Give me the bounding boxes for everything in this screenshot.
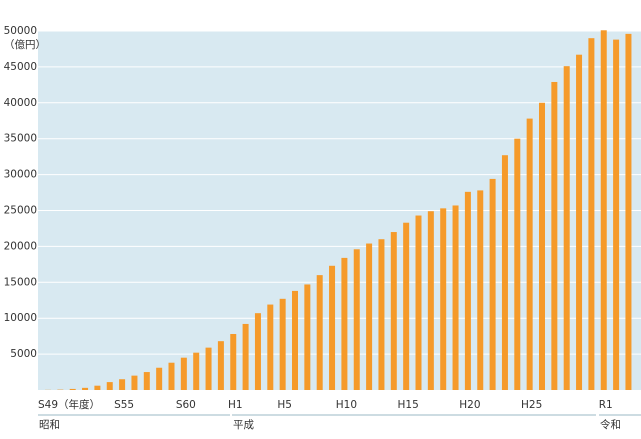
y-tick-label: 30000 — [4, 169, 37, 181]
y-tick-label: 10000 — [4, 312, 37, 324]
x-tick-label: H10 — [336, 399, 357, 411]
bar — [193, 353, 199, 390]
x-tick-label: H15 — [398, 399, 419, 411]
bar — [292, 291, 298, 390]
y-tick-label: 20000 — [4, 240, 37, 252]
bar — [514, 139, 520, 390]
bar — [354, 249, 360, 390]
bar — [181, 358, 187, 390]
bar — [576, 55, 582, 390]
bar — [527, 119, 533, 390]
x-tick-label: S60 — [176, 399, 196, 411]
bar — [131, 376, 137, 390]
bar — [539, 103, 545, 390]
x-tick-label: S55 — [114, 399, 134, 411]
bar — [378, 239, 384, 390]
y-tick-label: 15000 — [4, 276, 37, 288]
bar — [206, 348, 212, 390]
bar — [416, 216, 422, 390]
bar — [477, 190, 483, 390]
bar — [564, 66, 570, 390]
unit-label: （億円） — [4, 38, 46, 51]
bar — [218, 341, 224, 390]
bar — [156, 368, 162, 390]
bar — [267, 305, 273, 390]
bar — [465, 192, 471, 390]
y-tick-label: 5000 — [10, 348, 37, 360]
bar — [453, 205, 459, 390]
bar — [502, 155, 508, 390]
bar — [551, 82, 557, 390]
era-label: 昭和 — [39, 419, 60, 431]
bar — [317, 275, 323, 390]
bar — [304, 284, 310, 390]
y-tick-label: 25000 — [4, 205, 37, 217]
bar — [94, 386, 100, 390]
x-tick-label: H5 — [277, 399, 292, 411]
y-tick-label: 40000 — [4, 97, 37, 109]
bar — [428, 211, 434, 390]
bar — [391, 232, 397, 390]
bar — [82, 388, 88, 390]
bar — [144, 372, 150, 390]
bar — [255, 313, 261, 390]
bar — [230, 334, 236, 390]
y-tick-label: 50000 — [4, 25, 37, 37]
bar — [169, 363, 175, 390]
x-tick-label: R1 — [599, 399, 613, 411]
bar — [280, 299, 286, 390]
bar — [440, 208, 446, 390]
bar — [107, 382, 113, 390]
bar — [243, 324, 249, 390]
era-label: 平成 — [233, 419, 254, 431]
y-tick-label: 35000 — [4, 133, 37, 145]
bar — [601, 30, 607, 390]
x-tick-label: H1 — [228, 399, 243, 411]
bar — [490, 179, 496, 390]
bar — [613, 40, 619, 390]
era-label: 令和 — [600, 418, 621, 431]
bar — [625, 34, 631, 390]
x-tick-label: S49（年度） — [38, 398, 100, 411]
bar — [70, 389, 76, 390]
bar — [403, 223, 409, 390]
bar — [329, 266, 335, 390]
x-tick-label: H25 — [521, 399, 542, 411]
bar — [366, 244, 372, 390]
bar — [119, 379, 125, 390]
x-tick-label: H20 — [459, 399, 480, 411]
y-tick-label: 45000 — [4, 61, 37, 73]
bar — [588, 38, 594, 390]
bar — [341, 258, 347, 390]
